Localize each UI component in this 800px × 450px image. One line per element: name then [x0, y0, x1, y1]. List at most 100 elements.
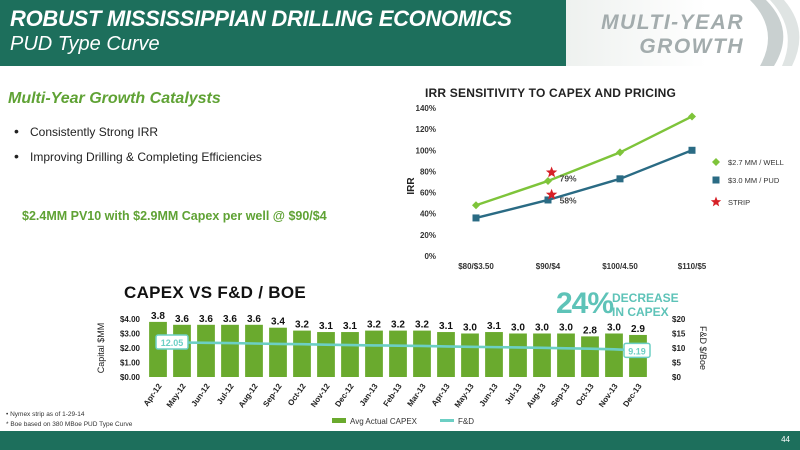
capex-bar-value-label: 3.4: [271, 317, 285, 328]
capex-bar-value-label: 2.9: [631, 324, 645, 335]
capex-bar: [509, 333, 527, 377]
capex-decrease-percent: 24%: [556, 287, 614, 320]
irr-legend-label: $2.7 MM / WELL: [728, 158, 784, 167]
capex-bar-value-label: 3.0: [607, 323, 621, 334]
irr-point-square: [472, 214, 480, 222]
bullet-dot-icon: •: [14, 148, 19, 164]
capex-bar-value-label: 3.2: [391, 320, 405, 331]
fd-legend-label: F&D: [458, 417, 474, 426]
bullet-dot-icon: •: [14, 123, 19, 139]
irr-x-tick-label: $110/$5: [678, 262, 707, 271]
capex-x-tick-label: Apr-13: [430, 382, 452, 408]
capex-bar-value-label: 3.6: [223, 314, 237, 325]
irr-x-tick-label: $90/$4: [536, 262, 561, 271]
slide-footer: 44: [0, 431, 800, 450]
capex-bar-value-label: 3.2: [295, 320, 309, 331]
capex-bar: [389, 330, 407, 377]
capex-bar: [269, 327, 287, 377]
irr-strip-star: [545, 188, 558, 200]
irr-point-diamond: [688, 112, 696, 121]
capex-x-tick-label: Jul-13: [503, 382, 524, 407]
capex-bar: [317, 332, 335, 377]
capex-x-tick-label: Oct-12: [286, 382, 308, 408]
capex-bar-value-label: 3.0: [559, 323, 573, 334]
irr-point-diamond: [544, 176, 552, 185]
legend-fd-swatch-icon: [440, 419, 454, 422]
capex-bar-value-label: 3.0: [463, 323, 477, 334]
capex-bar: [461, 333, 479, 377]
fd-end-label-box: [623, 342, 651, 359]
capex-legend-label: Avg Actual CAPEX: [350, 417, 418, 426]
irr-point-diamond: [616, 148, 624, 157]
fd-start-label: 12.05: [155, 334, 189, 350]
irr-y-tick-label: 40%: [420, 210, 436, 219]
slide-title: ROBUST MISSISSIPPIAN DRILLING ECONOMICS: [10, 6, 512, 31]
capex-decrease-label-1: DECREASE: [612, 291, 679, 305]
capex-y2-tick-label: $20: [672, 315, 686, 324]
footnote: * Boe based on 380 MBoe PUD Type Curve: [6, 421, 133, 428]
fd-end-label-text: 9.19: [628, 346, 646, 356]
capex-x-tick-label: Oct-13: [574, 382, 596, 408]
capex-x-tick-label: May-12: [165, 382, 188, 410]
irr-y-tick-label: 60%: [420, 189, 436, 198]
brand-swoosh-icon: [750, 0, 800, 66]
capex-bar: [221, 324, 239, 377]
capex-bar: [197, 324, 215, 377]
capex-y2-tick-label: $10: [672, 344, 686, 353]
capex-title-footnote-mark: *: [295, 285, 300, 297]
irr-x-tick-label: $80/$3.50: [458, 262, 494, 271]
capex-y-tick-label: $4.00: [120, 315, 141, 324]
capex-bar-value-label: 3.6: [247, 314, 261, 325]
capex-bar-value-label: 3.2: [415, 320, 429, 331]
capex-bar-value-label: 3.1: [343, 321, 357, 332]
brand-line-1: MULTI-YEAR: [601, 11, 744, 34]
capex-x-tick-label: Aug-13: [525, 382, 548, 410]
irr-y-tick-label: 80%: [420, 167, 436, 176]
capex-bar: [245, 324, 263, 377]
capex-bar: [341, 332, 359, 377]
legend-diamond-icon: [712, 158, 720, 166]
capex-bar-value-label: 3.2: [367, 320, 381, 331]
irr-series-line: [475, 149, 693, 220]
irr-y-tick-label: 100%: [416, 146, 436, 155]
capex-y-tick-label: $2.00: [120, 344, 141, 353]
capex-bar: [581, 336, 599, 377]
fd-line: [157, 340, 639, 352]
irr-point-square: [544, 196, 552, 204]
irr-strip-star: [545, 166, 558, 178]
capex-y2-tick-label: $0: [672, 373, 681, 382]
slide-subtitle: PUD Type Curve: [10, 33, 160, 55]
capex-bar-value-label: 3.6: [199, 314, 213, 325]
capex-bar: [533, 333, 551, 377]
capex-bar: [173, 324, 191, 377]
capex-bar-value-label: 3.0: [511, 323, 525, 334]
irr-point-square: [616, 175, 624, 183]
capex-x-tick-label: May-13: [453, 382, 476, 410]
capex-x-tick-label: Jan-13: [358, 382, 380, 408]
irr-y-axis-label: IRR: [406, 177, 417, 195]
fd-start-label-box: [155, 334, 189, 350]
legend-capex-swatch-icon: [332, 418, 346, 423]
brand-line-2: GROWTH: [639, 35, 744, 58]
page-number: 44: [781, 435, 790, 444]
capex-y-tick-label: $0.00: [120, 373, 141, 382]
catalyst-text: Consistently Strong IRR: [30, 125, 159, 139]
irr-y-tick-label: 120%: [416, 125, 436, 134]
irr-chart-title: IRR SENSITIVITY TO CAPEX AND PRICING: [425, 86, 677, 100]
footnote: • Nymex strip as of 1-29-14: [6, 411, 85, 418]
irr-y-tick-label: 140%: [416, 104, 436, 113]
pv10-statement: $2.4MM PV10 with $2.9MM Capex per well @…: [22, 209, 327, 223]
capex-y-tick-label: $1.00: [120, 359, 141, 368]
capex-bar: [365, 330, 383, 377]
capex-x-tick-label: Sep-12: [261, 382, 284, 409]
capex-y-tick-label: $3.00: [120, 330, 141, 339]
capex-bar-value-label: 3.6: [175, 314, 189, 325]
irr-point-square: [688, 146, 696, 154]
capex-x-tick-label: Jul-12: [215, 382, 236, 407]
capex-x-tick-label: Dec-12: [333, 382, 356, 409]
slide-header: ROBUST MISSISSIPPIAN DRILLING ECONOMICS …: [0, 0, 800, 66]
capex-x-tick-label: Mar-13: [405, 382, 427, 409]
irr-strip-label: 58%: [560, 196, 577, 206]
capex-bar: [485, 332, 503, 377]
